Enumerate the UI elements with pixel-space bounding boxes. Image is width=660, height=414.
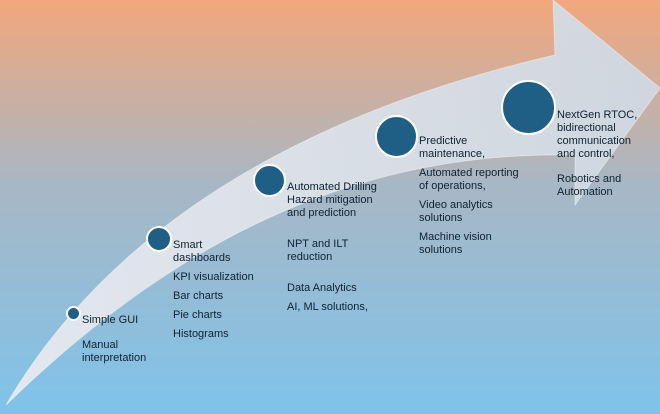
stage-1-title-line-1: Simple GUI bbox=[82, 314, 139, 326]
stage-4-title: Predictive maintenance, bbox=[419, 135, 519, 161]
milestone-node-4 bbox=[375, 115, 418, 158]
stage-3-title-line-1: Automated Drilling bbox=[287, 181, 377, 193]
milestone-node-5 bbox=[501, 80, 556, 135]
stage-3-note-3-line-1: AI, ML solutions, bbox=[287, 301, 368, 313]
stage-5-title: NextGen RTOC, bidirectional communicatio… bbox=[557, 109, 637, 161]
growth-arrow bbox=[5, 0, 660, 406]
stage-2-title-line-2: dashboards bbox=[173, 252, 231, 264]
stage-5-note-1-line-1: Robotics and bbox=[557, 173, 622, 185]
stage-5-title-line-3: communication bbox=[557, 135, 631, 147]
stage-5-title-line-4: and control, bbox=[557, 148, 615, 160]
stage-3-title-line-3: and prediction bbox=[287, 207, 357, 219]
stage-3-note-3: AI, ML solutions, bbox=[287, 301, 377, 314]
stage-3-text: Automated Drilling Hazard mitigation and… bbox=[287, 181, 377, 320]
stage-1-note-1: Manual interpretation bbox=[82, 339, 146, 365]
stage-1-note-1-line-2: interpretation bbox=[82, 352, 147, 364]
stage-1-title: Simple GUI bbox=[82, 314, 146, 327]
stage-4-note-3: Machine vision solutions bbox=[419, 231, 519, 257]
stage-1-text: Simple GUI Manual interpretation bbox=[82, 314, 146, 371]
milestone-node-2 bbox=[146, 226, 172, 252]
stage-4-text: Predictive maintenance, Automated report… bbox=[419, 135, 519, 263]
stage-4-note-3-line-2: solutions bbox=[419, 244, 463, 256]
stage-3-title: Automated Drilling Hazard mitigation and… bbox=[287, 181, 377, 220]
stage-4-note-1-line-2: of operations, bbox=[419, 180, 486, 192]
stage-5-title-line-1: NextGen RTOC, bbox=[557, 109, 638, 121]
stage-5-note-1: Robotics and Automation bbox=[557, 173, 637, 199]
milestone-node-1 bbox=[66, 306, 81, 321]
stage-2-note-3: Pie charts bbox=[173, 309, 254, 322]
stage-4-title-line-2: maintenance, bbox=[419, 148, 486, 160]
stage-3-note-1-line-1: NPT and ILT bbox=[287, 238, 349, 250]
stage-3-note-1-line-2: reduction bbox=[287, 251, 333, 263]
stage-2-note-3-line-1: Pie charts bbox=[173, 309, 222, 321]
stage-3-note-1: NPT and ILT reduction bbox=[287, 238, 377, 264]
stage-4-note-1-line-1: Automated reporting bbox=[419, 167, 519, 179]
stage-3-note-2-line-1: Data Analytics bbox=[287, 282, 357, 294]
stage-5-note-1-line-2: Automation bbox=[557, 186, 613, 198]
stage-2-note-2-line-1: Bar charts bbox=[173, 290, 224, 302]
stage-4-note-2-line-2: solutions bbox=[419, 212, 463, 224]
stage-2-note-4-line-1: Histograms bbox=[173, 328, 229, 340]
stage-5-text: NextGen RTOC, bidirectional communicatio… bbox=[557, 109, 637, 205]
stage-2-title-line-1: Smart bbox=[173, 239, 203, 251]
stage-4-note-1: Automated reporting of operations, bbox=[419, 167, 519, 193]
stage-1-note-1-line-1: Manual bbox=[82, 339, 119, 351]
stage-2-note-4: Histograms bbox=[173, 328, 254, 341]
milestone-node-3 bbox=[253, 164, 286, 197]
stage-5-title-line-2: bidirectional bbox=[557, 122, 616, 134]
stage-2-note-2: Bar charts bbox=[173, 290, 254, 303]
stage-2-note-1: KPI visualization bbox=[173, 271, 254, 284]
stage-3-note-2: Data Analytics bbox=[287, 282, 377, 295]
stage-2-title: Smart dashboards bbox=[173, 239, 254, 265]
stage-3-title-line-2: Hazard mitigation bbox=[287, 194, 373, 206]
stage-4-note-2-line-1: Video analytics bbox=[419, 199, 493, 211]
stage-4-note-3-line-1: Machine vision bbox=[419, 231, 492, 243]
stage-4-note-2: Video analytics solutions bbox=[419, 199, 519, 225]
stage-4-title-line-1: Predictive bbox=[419, 135, 468, 147]
stage-2-note-1-line-1: KPI visualization bbox=[173, 271, 254, 283]
stage-2-text: Smart dashboards KPI visualization Bar c… bbox=[173, 239, 254, 347]
